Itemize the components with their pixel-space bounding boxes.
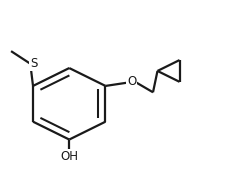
Text: S: S: [30, 57, 37, 70]
Text: O: O: [127, 75, 136, 88]
Text: OH: OH: [60, 151, 78, 163]
